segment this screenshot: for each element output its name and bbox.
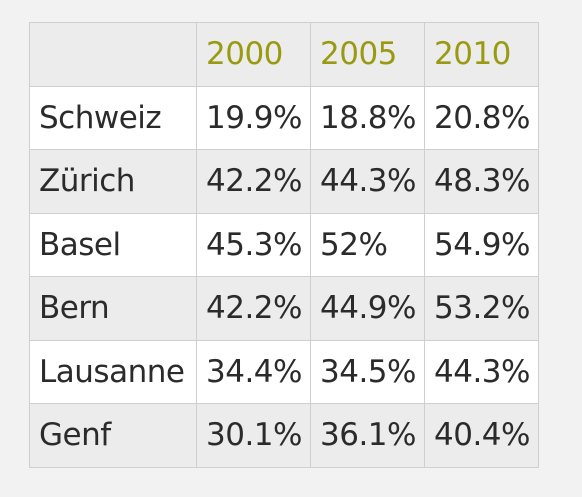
data-table: 2000 2005 2010 Schweiz 19.9% 18.8% 20.8%… <box>29 22 539 468</box>
table-cell: 19.9% <box>196 85 311 150</box>
table-cell: 54.9% <box>424 212 539 277</box>
table-cell: 18.8% <box>310 85 425 150</box>
table-row: Schweiz 19.9% 18.8% 20.8% <box>29 85 539 150</box>
table-cell: 52% <box>310 212 425 277</box>
header-cell-year: 2010 <box>424 22 539 87</box>
table-row: Lausanne 34.4% 34.5% 44.3% <box>29 339 539 404</box>
table-row: Zürich 42.2% 44.3% 48.3% <box>29 149 539 214</box>
header-cell-year: 2000 <box>196 22 311 87</box>
table-row: Genf 30.1% 36.1% 40.4% <box>29 403 539 468</box>
table-cell: 30.1% <box>196 403 311 468</box>
row-label: Lausanne <box>29 339 197 404</box>
row-label: Basel <box>29 212 197 277</box>
table-row: Basel 45.3% 52% 54.9% <box>29 212 539 277</box>
table-cell: 34.4% <box>196 339 311 404</box>
row-label: Bern <box>29 276 197 341</box>
table-cell: 34.5% <box>310 339 425 404</box>
table-cell: 42.2% <box>196 149 311 214</box>
table-cell: 44.3% <box>310 149 425 214</box>
row-label: Genf <box>29 403 197 468</box>
row-label: Zürich <box>29 149 197 214</box>
data-table-container: 2000 2005 2010 Schweiz 19.9% 18.8% 20.8%… <box>29 22 539 468</box>
row-label: Schweiz <box>29 85 197 150</box>
table-cell: 44.9% <box>310 276 425 341</box>
header-cell-year: 2005 <box>310 22 425 87</box>
table-cell: 53.2% <box>424 276 539 341</box>
table-header-row: 2000 2005 2010 <box>29 22 539 87</box>
table-cell: 42.2% <box>196 276 311 341</box>
table-cell: 40.4% <box>424 403 539 468</box>
table-cell: 44.3% <box>424 339 539 404</box>
table-cell: 20.8% <box>424 85 539 150</box>
table-cell: 48.3% <box>424 149 539 214</box>
table-row: Bern 42.2% 44.9% 53.2% <box>29 276 539 341</box>
table-cell: 45.3% <box>196 212 311 277</box>
table-cell: 36.1% <box>310 403 425 468</box>
header-cell-empty <box>29 22 197 87</box>
